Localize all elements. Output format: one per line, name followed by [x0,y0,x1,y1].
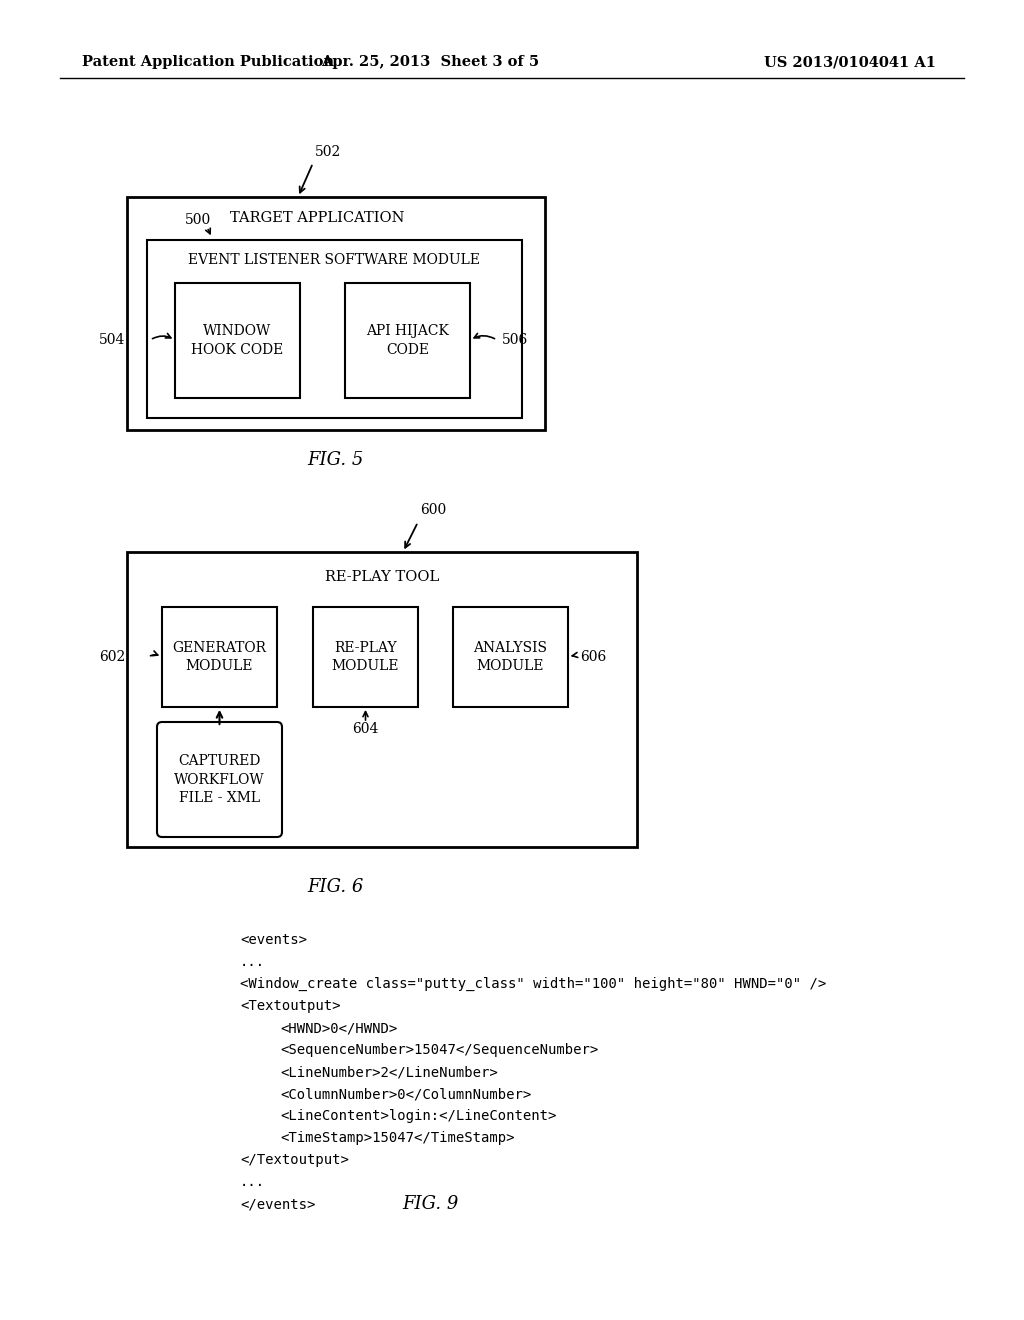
Text: </events>: </events> [240,1197,315,1210]
Bar [175,282,300,399]
Text: 604: 604 [352,722,379,737]
Text: </Textoutput>: </Textoutput> [240,1152,349,1167]
Text: 504: 504 [98,333,125,347]
Text: 600: 600 [420,503,446,517]
Text: TARGET APPLICATION: TARGET APPLICATION [230,211,404,224]
Text: <TimeStamp>15047</TimeStamp>: <TimeStamp>15047</TimeStamp> [280,1131,514,1144]
Bar [453,607,568,708]
Bar [345,282,470,399]
Text: 502: 502 [315,145,341,158]
Text: <SequenceNumber>15047</SequenceNumber>: <SequenceNumber>15047</SequenceNumber> [280,1043,598,1057]
Text: ...: ... [240,954,265,969]
Text: <events>: <events> [240,933,307,946]
Text: RE-PLAY
MODULE: RE-PLAY MODULE [332,640,399,673]
Text: 500: 500 [185,213,211,227]
Text: 506: 506 [502,333,528,347]
Text: FIG. 9: FIG. 9 [401,1195,458,1213]
Text: <ColumnNumber>0</ColumnNumber>: <ColumnNumber>0</ColumnNumber> [280,1086,531,1101]
Text: WINDOW
HOOK CODE: WINDOW HOOK CODE [191,325,284,356]
Text: FIG. 5: FIG. 5 [307,451,364,469]
Text: 602: 602 [98,649,125,664]
Text: API HIJACK
CODE: API HIJACK CODE [366,325,449,356]
Text: <LineNumber>2</LineNumber>: <LineNumber>2</LineNumber> [280,1065,498,1078]
Text: ANALYSIS
MODULE: ANALYSIS MODULE [473,640,548,673]
Text: Apr. 25, 2013  Sheet 3 of 5: Apr. 25, 2013 Sheet 3 of 5 [321,55,539,69]
Bar [162,607,278,708]
Text: Patent Application Publication: Patent Application Publication [82,55,334,69]
Text: ...: ... [240,1175,265,1189]
Text: <HWND>0</HWND>: <HWND>0</HWND> [280,1020,397,1035]
Text: <Window_create class="putty_class" width="100" height="80" HWND="0" />: <Window_create class="putty_class" width… [240,977,826,991]
Bar [313,607,418,708]
Text: GENERATOR
MODULE: GENERATOR MODULE [172,640,266,673]
Text: <LineContent>login:</LineContent>: <LineContent>login:</LineContent> [280,1109,556,1123]
Bar [127,552,637,847]
Text: CAPTURED
WORKFLOW
FILE - XML: CAPTURED WORKFLOW FILE - XML [174,754,265,805]
FancyBboxPatch shape [157,722,282,837]
Bar [127,197,545,430]
Text: <Textoutput>: <Textoutput> [240,999,341,1012]
Text: US 2013/0104041 A1: US 2013/0104041 A1 [764,55,936,69]
Text: RE-PLAY TOOL: RE-PLAY TOOL [325,570,439,583]
Text: 606: 606 [580,649,606,664]
Bar [147,240,522,418]
Text: FIG. 6: FIG. 6 [307,878,364,896]
Text: EVENT LISTENER SOFTWARE MODULE: EVENT LISTENER SOFTWARE MODULE [188,253,480,267]
